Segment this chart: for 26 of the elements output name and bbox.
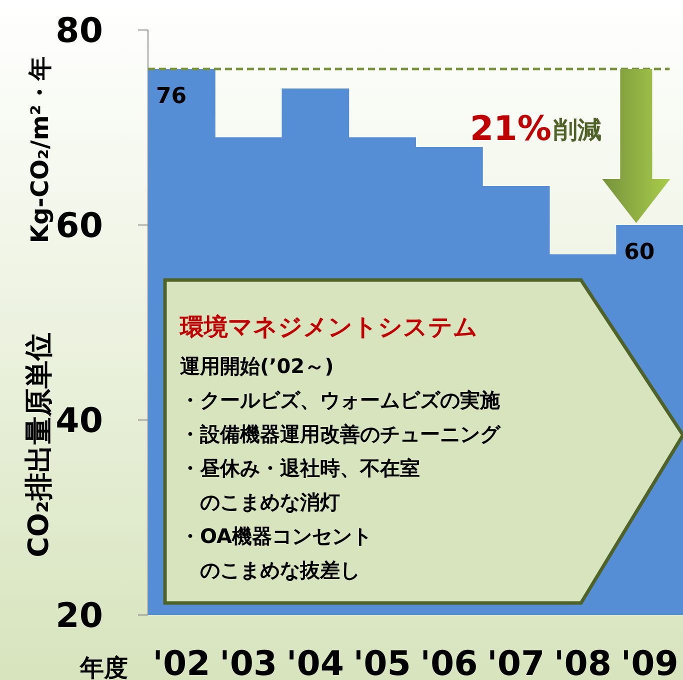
- data-label: 76: [156, 84, 187, 109]
- annotation: ・クールビズ、ウォームビズの実施: [180, 388, 500, 412]
- x-tick-label: '08: [554, 644, 612, 680]
- x-tick-label: '04: [286, 644, 344, 680]
- x-tick-label: '06: [420, 644, 478, 680]
- annotation: ・OA機器コンセント: [180, 524, 372, 548]
- y-tick-label: 60: [56, 206, 103, 246]
- x-tick-label: '09: [620, 644, 678, 680]
- annotation: 運用開始(’02～): [179, 354, 334, 378]
- x-tick-label: '03: [219, 644, 278, 680]
- annotation: 削減: [552, 116, 602, 144]
- annotation: 環境マネジメントシステム: [179, 313, 478, 341]
- data-label: 60: [624, 240, 655, 265]
- annotation: のこまめな消灯: [180, 490, 340, 514]
- y-tick-label: 40: [56, 401, 103, 441]
- text: CO₂排出量原単位 Kg-CO₂/m²・年: [22, 56, 55, 558]
- x-tick-label: '07: [486, 644, 545, 680]
- annotation: 21%: [470, 109, 552, 149]
- x-tick-label: '02: [152, 644, 210, 680]
- annotation: ・昼休み・退社時、不在室: [180, 456, 420, 480]
- y-tick-label: 80: [56, 11, 103, 51]
- annotation: ・設備機器運用改善のチューニング: [180, 422, 501, 446]
- x-axis-title: 年度: [79, 654, 128, 680]
- x-tick-label: '05: [353, 644, 411, 680]
- y-tick-label: 20: [56, 596, 103, 636]
- annotation: のこまめな抜差し: [180, 558, 360, 582]
